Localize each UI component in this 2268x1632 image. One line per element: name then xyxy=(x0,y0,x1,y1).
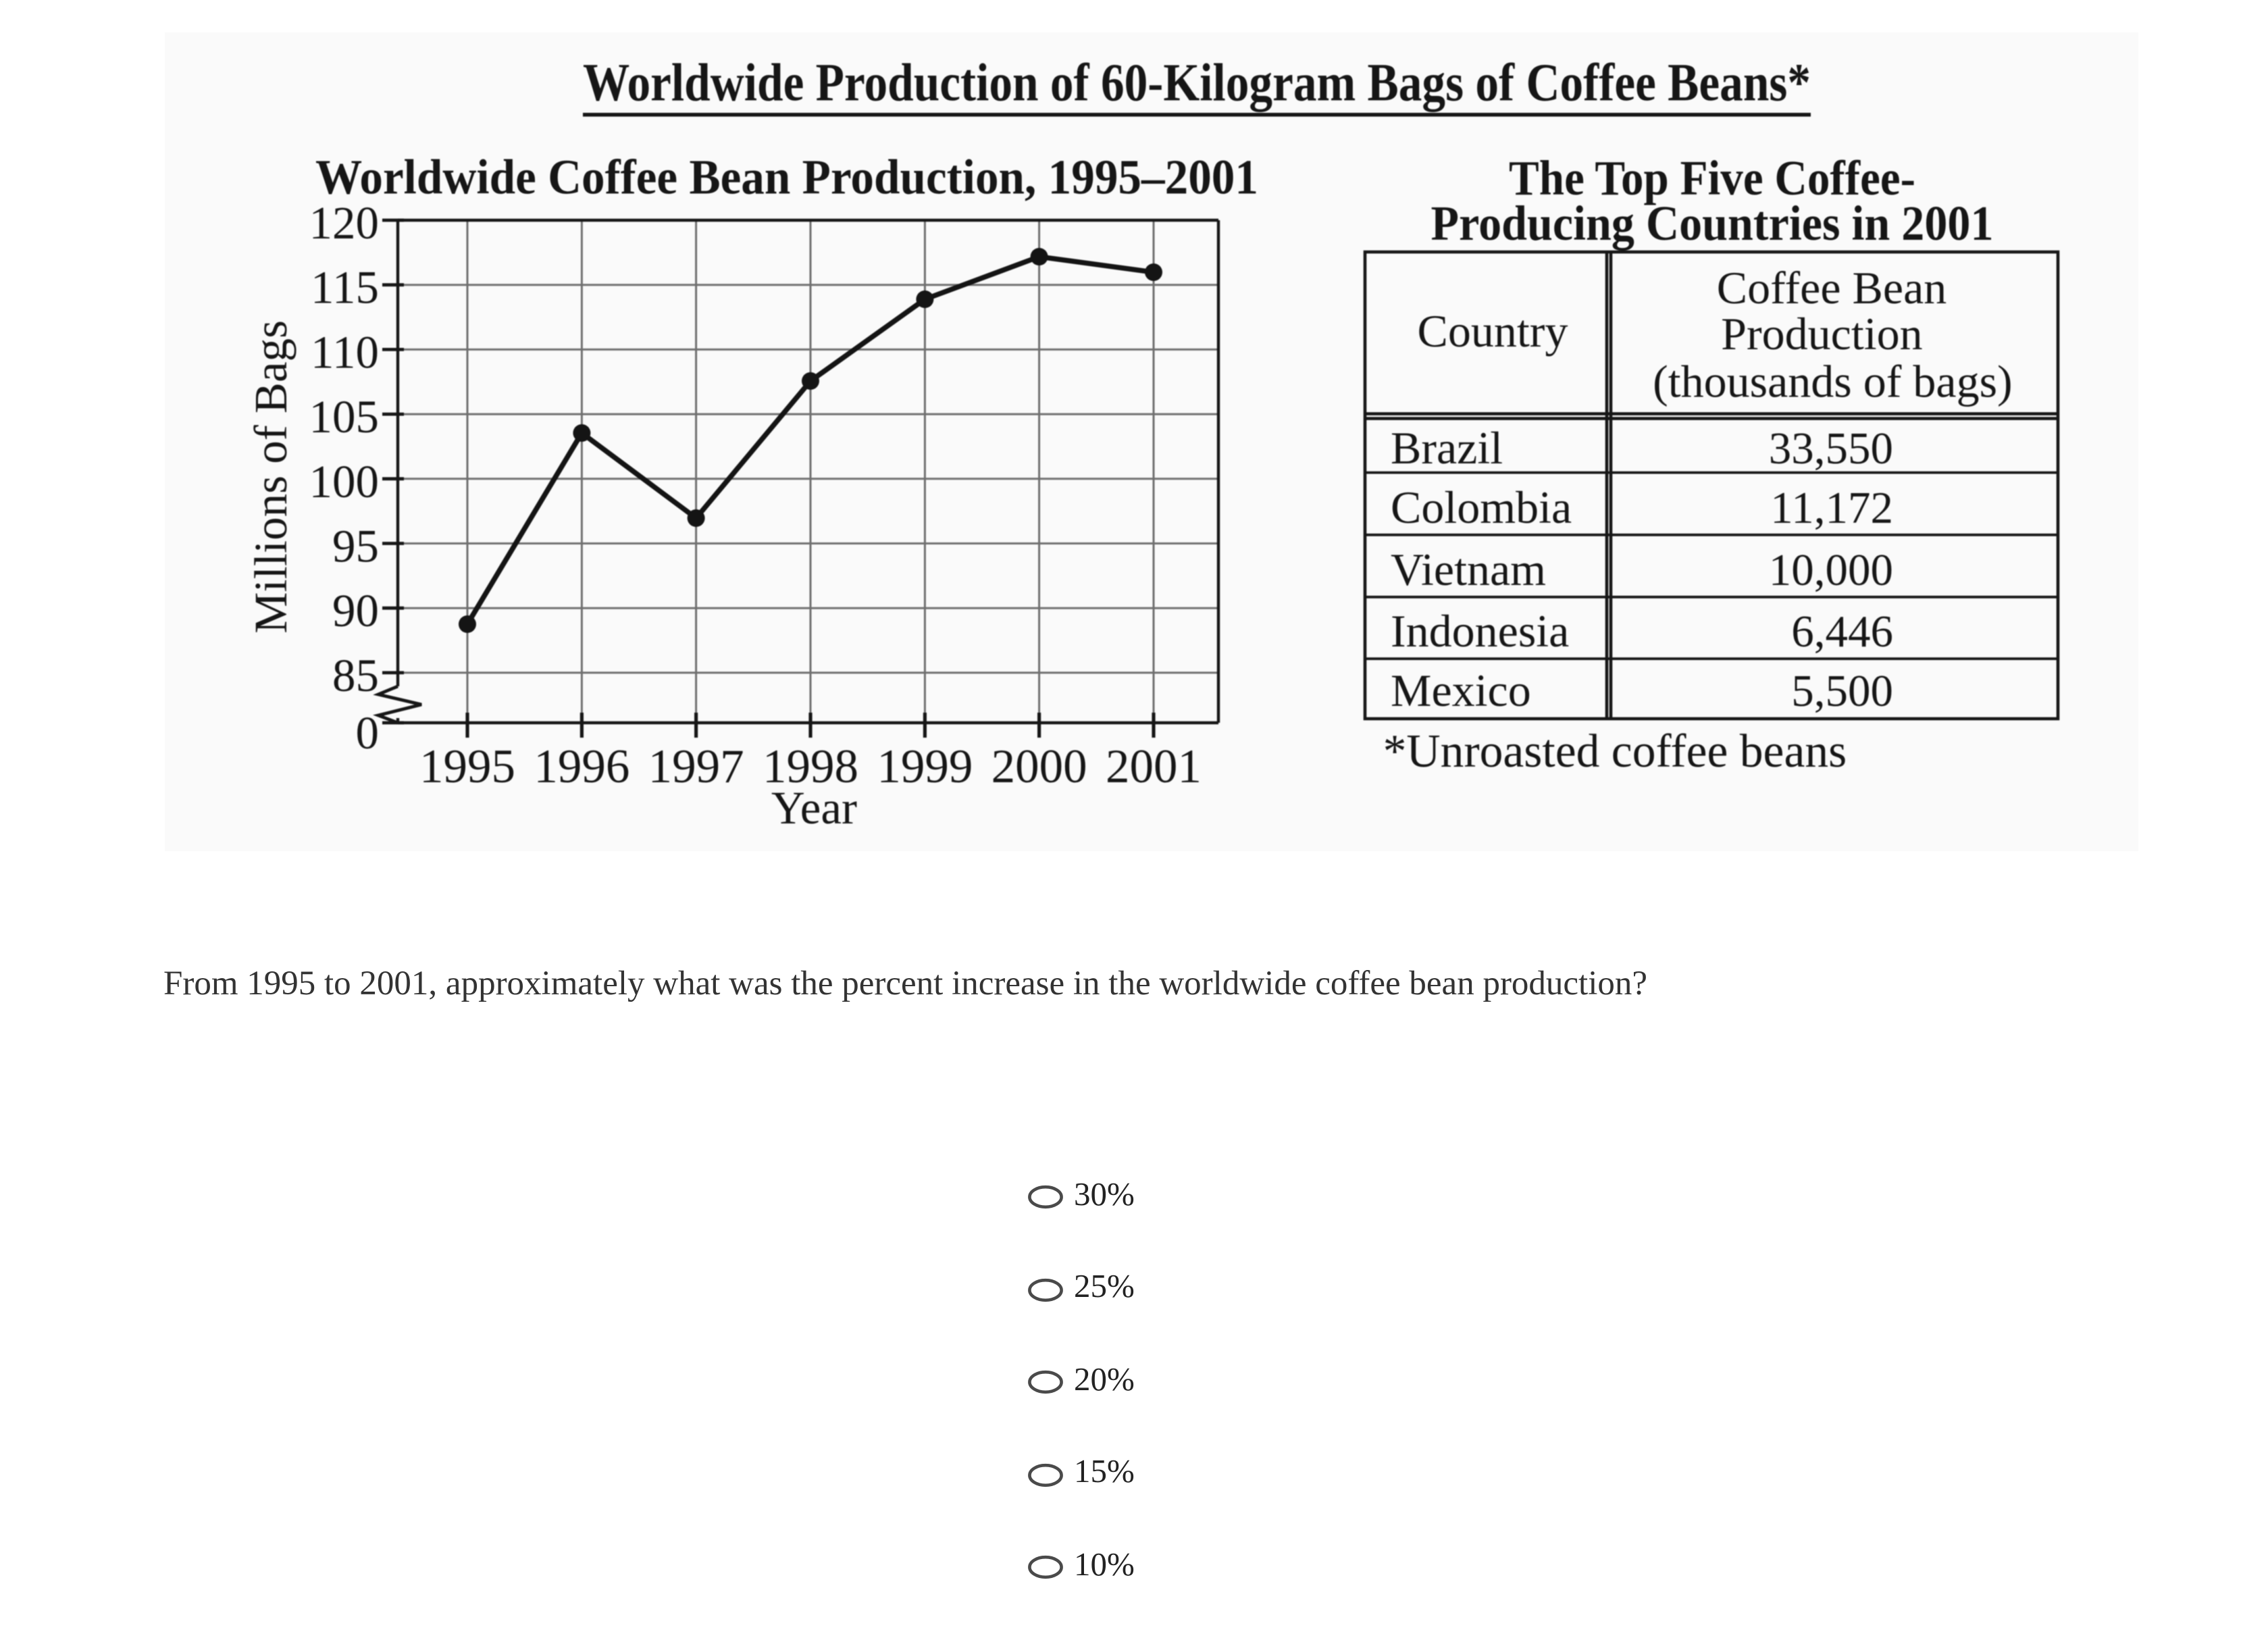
svg-text:0: 0 xyxy=(355,707,379,758)
svg-text:Millions of Bags: Millions of Bags xyxy=(244,320,296,633)
svg-text:10,000: 10,000 xyxy=(1768,544,1892,594)
svg-text:*Unroasted coffee beans: *Unroasted coffee beans xyxy=(1383,725,1847,777)
svg-text:2001: 2001 xyxy=(1105,740,1201,792)
svg-text:1995: 1995 xyxy=(419,740,515,792)
svg-text:95: 95 xyxy=(332,520,378,571)
svg-text:Worldwide Production of 60-Kil: Worldwide Production of 60-Kilogram Bags… xyxy=(582,53,1810,112)
svg-text:Country: Country xyxy=(1417,305,1568,356)
svg-text:110: 110 xyxy=(310,326,378,377)
svg-text:115: 115 xyxy=(310,261,378,313)
svg-text:Production: Production xyxy=(1720,307,1922,359)
svg-text:120: 120 xyxy=(309,197,379,248)
svg-text:6,446: 6,446 xyxy=(1790,606,1892,656)
svg-text:1998: 1998 xyxy=(762,740,858,792)
svg-text:Colombia: Colombia xyxy=(1390,481,1571,532)
svg-text:The Top Five Coffee-: The Top Five Coffee- xyxy=(1508,150,1915,205)
svg-text:105: 105 xyxy=(309,390,379,442)
svg-text:Worldwide Coffee Bean Producti: Worldwide Coffee Bean Production, 1995–2… xyxy=(315,149,1258,203)
svg-text:Brazil: Brazil xyxy=(1390,422,1502,473)
svg-text:5,500: 5,500 xyxy=(1790,665,1892,715)
svg-text:85: 85 xyxy=(332,649,378,700)
svg-text:Coffee Bean: Coffee Bean xyxy=(1716,261,1947,313)
svg-text:90: 90 xyxy=(332,584,378,636)
svg-text:1997: 1997 xyxy=(648,740,744,792)
svg-text:(thousands of bags): (thousands of bags) xyxy=(1652,355,2012,407)
svg-text:1996: 1996 xyxy=(533,740,629,792)
svg-text:33,550: 33,550 xyxy=(1768,423,1892,473)
svg-text:1999: 1999 xyxy=(876,740,972,792)
svg-text:Vietnam: Vietnam xyxy=(1390,543,1545,594)
svg-text:Year: Year xyxy=(771,782,856,833)
svg-text:Indonesia: Indonesia xyxy=(1390,605,1568,656)
svg-text:Mexico: Mexico xyxy=(1390,664,1530,715)
svg-text:2000: 2000 xyxy=(991,740,1087,792)
svg-text:100: 100 xyxy=(309,455,379,507)
svg-text:Producing Countries in 2001: Producing Countries in 2001 xyxy=(1431,195,1993,250)
svg-text:11,172: 11,172 xyxy=(1770,482,1892,532)
